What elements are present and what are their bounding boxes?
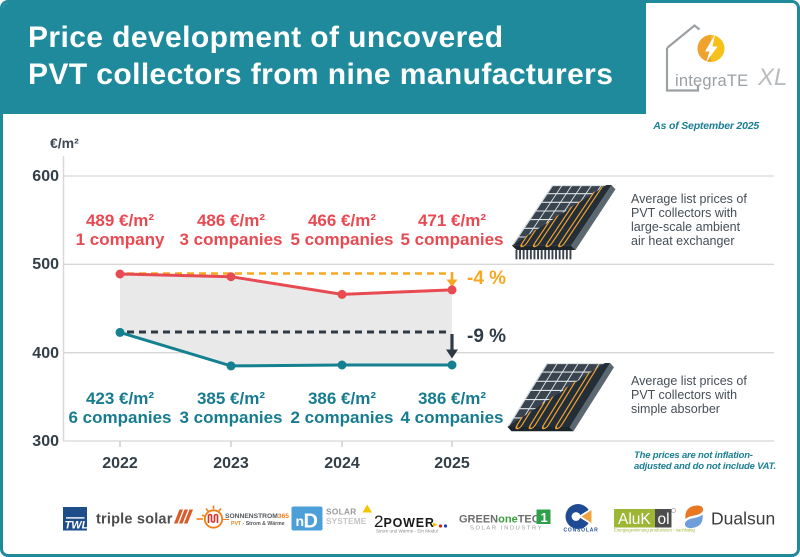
svg-text:Dualsun: Dualsun (711, 509, 775, 529)
svg-text:D: D (304, 511, 318, 533)
svg-text:Energiegewinnung produzieren -: Energiegewinnung produzieren - nachhalti… (614, 528, 695, 533)
svg-text:integraTE: integraTE (675, 72, 748, 90)
svg-text:2: 2 (374, 512, 383, 531)
svg-text:XL: XL (757, 64, 787, 91)
svg-text:triple solar: triple solar (96, 512, 173, 528)
svg-text:PVT - Strom & Wärme: PVT - Strom & Wärme (231, 521, 285, 527)
svg-text:Strom und Wärme - Ein Modul: Strom und Wärme - Ein Modul (376, 529, 438, 534)
svg-text:GREENoneTEC: GREENoneTEC (459, 514, 540, 526)
svg-text:POWER: POWER (384, 516, 435, 530)
svg-text:ol: ol (658, 511, 670, 528)
svg-text:SOLAR: SOLAR (326, 507, 357, 517)
svg-text:AluK: AluK (618, 511, 651, 528)
svg-text:CONSOLAR: CONSOLAR (564, 528, 599, 534)
svg-text:TWL: TWL (65, 520, 89, 532)
svg-text:SOLAR INDUSTRY: SOLAR INDUSTRY (470, 526, 543, 532)
svg-text:1: 1 (541, 510, 548, 525)
svg-text:SYSTEME: SYSTEME (326, 516, 367, 526)
svg-text:SONNENSTROM365: SONNENSTROM365 (225, 513, 289, 520)
svg-text:n: n (296, 513, 305, 529)
